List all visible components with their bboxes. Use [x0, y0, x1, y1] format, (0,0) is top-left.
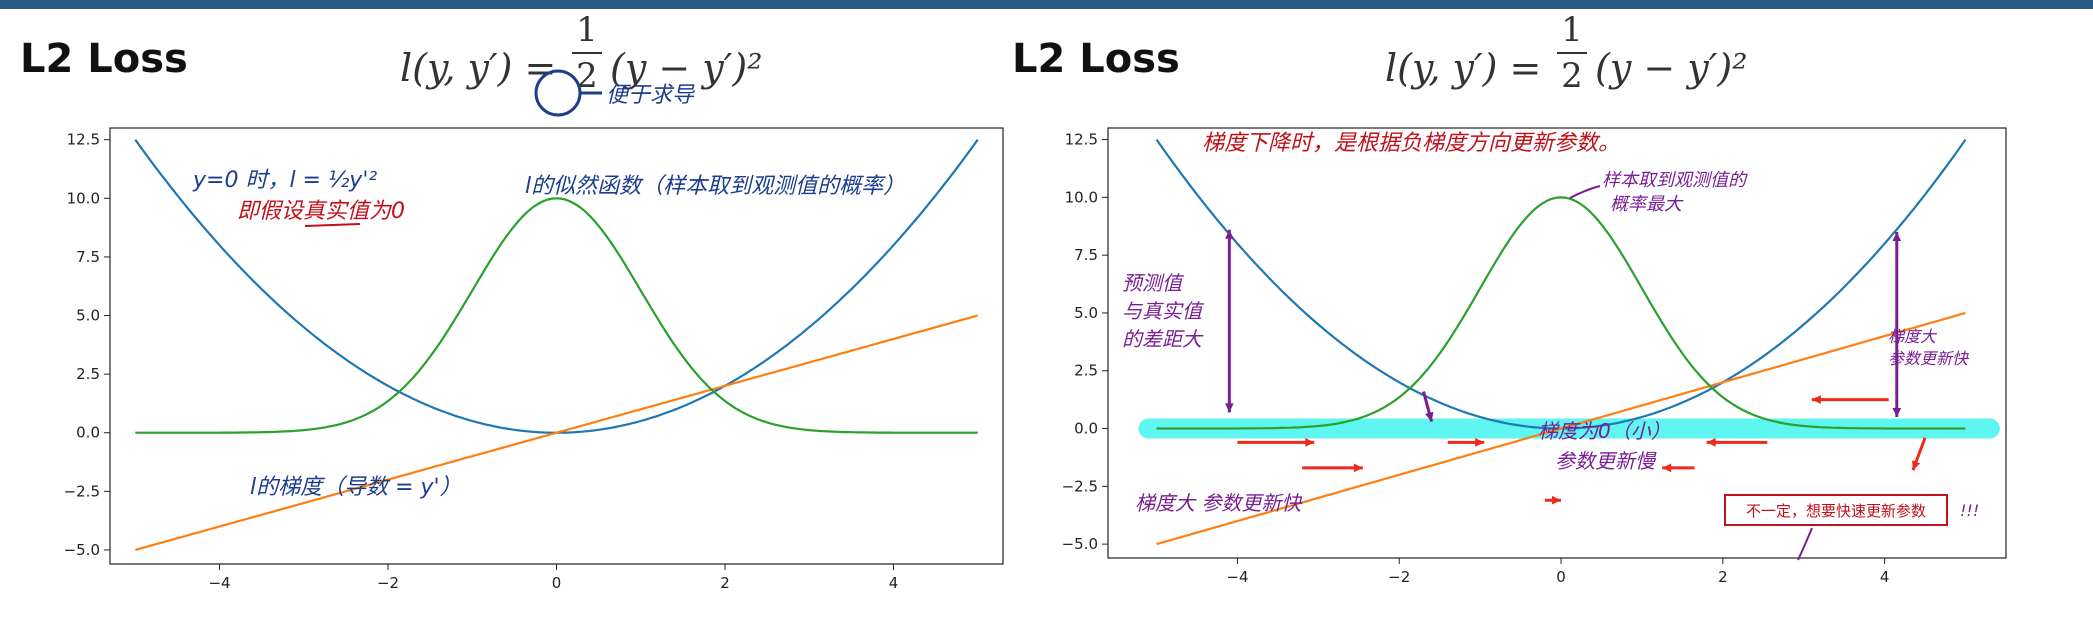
y-tick-label: 2.5 [76, 365, 100, 383]
red-arrow-6-head [1706, 438, 1716, 447]
note-true-zero: 即假设真实值为0 [237, 199, 405, 224]
note-y-zero: y=0 时，l = ½y'² [192, 168, 377, 193]
red-arrow-1-head [1305, 438, 1315, 447]
left-chart: 12.5 10.0 7.5 5.0 2.5 0.0 −2.5 −5.0 −4 −2 0 2 4 y=0 … [64, 127, 1004, 592]
note-zero-grad: 梯度为0（小） [1538, 419, 1671, 443]
y-tick-label: 2.5 [1074, 362, 1098, 380]
box-down-arrow [1797, 527, 1813, 561]
note-zero-grad-2: 参数更新慢 [1555, 449, 1657, 473]
circle-note: 便于求导 [606, 83, 696, 108]
fraction-bar [1557, 52, 1587, 54]
y-tick-label: 10.0 [1065, 188, 1098, 206]
note-underline [304, 223, 361, 227]
y-tick-label: −2.5 [1062, 477, 1098, 495]
x-tick-label: −4 [208, 574, 230, 592]
right-gap-arrow-down-head [1892, 407, 1902, 417]
x-tick-label: 0 [552, 574, 562, 592]
note-gap-2: 与真实值 [1122, 299, 1205, 323]
formula-fraction: 1 2 [1557, 10, 1587, 96]
red-curve-arrow-head [1912, 460, 1921, 471]
red-arrow-3-head [1475, 438, 1485, 447]
formula-numerator: 1 [576, 10, 598, 50]
y-tick-label: −5.0 [1062, 535, 1098, 553]
x-tick-label: −4 [1226, 568, 1248, 586]
note-box [1724, 494, 1948, 526]
y-tick-label: 0.0 [76, 424, 100, 442]
series-line-2 [135, 314, 979, 551]
small-purple-arrow-head [1425, 411, 1434, 422]
peak-arrow [1569, 185, 1601, 199]
y-tick-label: 5.0 [76, 307, 100, 325]
y-tick-label: 0.0 [1074, 420, 1098, 438]
note-peak-2: 概率最大 [1610, 194, 1684, 215]
formula-lhs: l(y, y′) = [400, 46, 557, 90]
note-big-grad: 梯度大 [1888, 327, 1938, 346]
circle-mark [534, 69, 582, 117]
note-gap-3: 的差距大 [1122, 327, 1204, 351]
note-gap-1: 预测值 [1122, 271, 1185, 295]
red-arrow-5-head [1662, 463, 1672, 473]
y-tick-label: 7.5 [1074, 246, 1098, 264]
y-tick-label: 12.5 [67, 131, 100, 149]
formula-fraction: 1 2 [572, 10, 602, 96]
formula-rhs: (y − y′)² [610, 46, 763, 90]
formula-numerator: 1 [1561, 10, 1583, 50]
x-tick-label: −2 [377, 574, 399, 592]
red-arrow-2-head [1353, 463, 1363, 473]
y-tick-label: 5.0 [1074, 304, 1098, 322]
y-tick-label: 12.5 [1065, 131, 1098, 149]
note-gradient-descent: 梯度下降时，是根据负梯度方向更新参数。 [1202, 131, 1620, 156]
x-tick-label: 4 [889, 574, 899, 592]
formula-denominator: 2 [1561, 56, 1583, 96]
note-box-text: 不一定，想要快速更新参数 [1746, 502, 1926, 520]
right-gap-arrow-up-head [1892, 232, 1902, 242]
series-line-3 [1156, 196, 1966, 430]
note-likelihood: l的似然函数（样本取到观测值的概率） [525, 174, 905, 199]
y-tick-label: 10.0 [67, 189, 100, 207]
axes-frame [1107, 127, 2007, 559]
note-bottom-left: 梯度大 参数更新快 [1135, 491, 1303, 515]
formula-denominator: 2 [576, 56, 598, 96]
right-chart: 12.5 10.0 7.5 5.0 2.5 0.0 −2.5 −5.0 −4 −2 0 2 4 梯度下降… [1062, 127, 2007, 586]
fraction-bar [572, 52, 602, 54]
x-tick-label: 4 [1880, 568, 1890, 586]
red-arrow-4-head [1552, 495, 1562, 505]
note-peak: 样本取到观测值的 [1602, 170, 1748, 191]
series-line-2 [1156, 311, 1966, 546]
top-accent-bar [0, 0, 2093, 9]
left-heading: L2 Loss [20, 36, 188, 82]
x-tick-label: −2 [1388, 568, 1410, 586]
red-arrow-7-head [1811, 395, 1821, 404]
gap-arrow-down-head [1225, 403, 1234, 413]
y-tick-label: −2.5 [64, 482, 100, 500]
formula-rhs: (y − y′)² [1595, 46, 1748, 90]
y-tick-label: 7.5 [76, 248, 100, 266]
x-tick-label: 2 [720, 574, 730, 592]
x-tick-label: 2 [1718, 568, 1728, 586]
note-big-grad-2: 参数更新快 [1888, 349, 1969, 368]
annotation-arrows [1225, 229, 1927, 505]
formula-lhs: l(y, y′) = [1385, 46, 1542, 90]
plot-area: 12.5 10.0 7.5 5.0 2.5 0.0 −2.5 −5.0 −4 −2 0 2 4 [1062, 127, 2007, 586]
gap-arrow-up-head [1225, 229, 1234, 239]
note-gradient: l的梯度（导数 = y'） [250, 475, 462, 500]
x-tick-label: 0 [1556, 568, 1566, 586]
plot-area: 12.5 10.0 7.5 5.0 2.5 0.0 −2.5 −5.0 −4 −2 0 2 4 [64, 127, 1004, 592]
note-box-marks: !!! [1960, 501, 1979, 520]
circle-annotation: 便于求导 [534, 69, 696, 117]
series-line-3 [135, 197, 978, 434]
right-heading: L2 Loss [1012, 36, 1180, 82]
y-tick-label: −5.0 [64, 541, 100, 559]
